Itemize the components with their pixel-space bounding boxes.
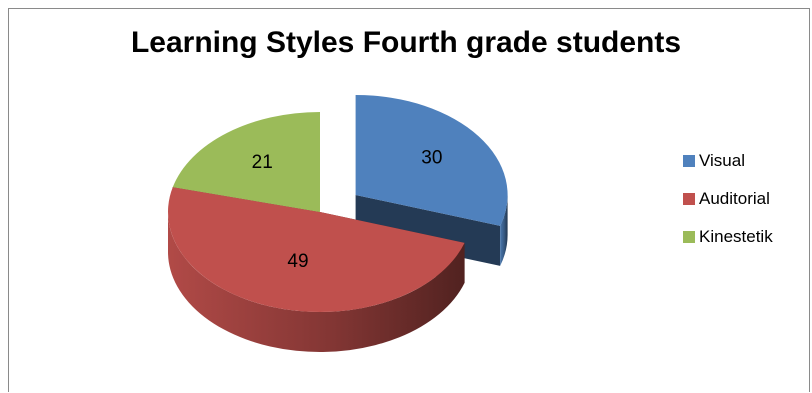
legend-label-visual: Visual — [699, 151, 745, 170]
slice-outer-wall-auditorial — [168, 212, 465, 353]
chart-title: Learning Styles Fourth grade students — [130, 26, 682, 59]
pie-top-faces: 30 49 21 — [167, 94, 508, 313]
data-label-kinestetik: 21 — [252, 152, 273, 173]
legend-swatch-kinestetik — [683, 231, 695, 243]
legend-swatch-auditorial — [683, 193, 695, 205]
pie-slice-auditorial — [167, 187, 465, 313]
data-label-auditorial: 49 — [287, 251, 308, 272]
pie-slice-visual — [355, 94, 508, 226]
slice-outer-wall-visual — [500, 194, 508, 266]
legend-swatch-visual — [683, 155, 695, 167]
legend-item-kinestetik: Kinestetik — [683, 226, 773, 248]
legend-label-kinestetik: Kinestetik — [699, 227, 773, 246]
pie-slice-kinestetik — [172, 112, 320, 212]
legend-label-auditorial: Auditorial — [699, 189, 770, 208]
data-label-visual: 30 — [421, 148, 442, 169]
legend-item-visual: Visual — [683, 150, 745, 172]
legend-item-auditorial: Auditorial — [683, 188, 770, 210]
